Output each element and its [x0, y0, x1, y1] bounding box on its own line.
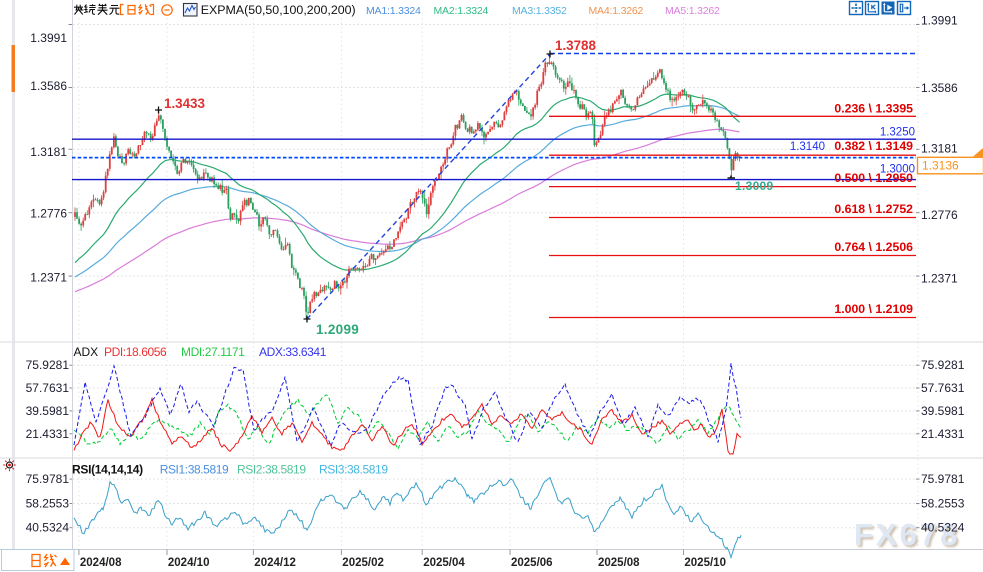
- svg-text:MA2:1.3324: MA2:1.3324: [434, 5, 489, 17]
- svg-text:2025/08: 2025/08: [598, 557, 640, 569]
- svg-text:75.9281: 75.9281: [26, 358, 70, 372]
- svg-text:75.9781: 75.9781: [26, 472, 70, 486]
- svg-text:RSI(14,14,14): RSI(14,14,14): [72, 463, 143, 477]
- svg-text:1.3181: 1.3181: [921, 141, 958, 155]
- svg-text:2024/12: 2024/12: [254, 557, 296, 569]
- svg-text:2024/10: 2024/10: [168, 557, 210, 569]
- svg-text:39.5981: 39.5981: [921, 404, 965, 418]
- svg-text:MA1:1.3324: MA1:1.3324: [366, 5, 421, 17]
- svg-text:75.9281: 75.9281: [921, 358, 965, 372]
- svg-text:1.2776: 1.2776: [30, 207, 67, 221]
- svg-text:1.3586: 1.3586: [30, 79, 67, 93]
- svg-text:1.3000: 1.3000: [880, 164, 915, 176]
- svg-text:2024/08: 2024/08: [80, 557, 122, 569]
- svg-text:EXPMA(50,50,100,200,200): EXPMA(50,50,100,200,200): [201, 3, 356, 17]
- svg-text:1.3250: 1.3250: [880, 127, 915, 139]
- svg-text:1.3586: 1.3586: [921, 81, 958, 95]
- svg-text:RSI3:38.5819: RSI3:38.5819: [319, 463, 388, 477]
- svg-text:39.5981: 39.5981: [26, 404, 70, 418]
- svg-text:0.382 \ 1.3149: 0.382 \ 1.3149: [834, 139, 913, 153]
- svg-text:75.9781: 75.9781: [921, 472, 965, 486]
- svg-text:1.2776: 1.2776: [921, 208, 958, 222]
- svg-text:1.3788: 1.3788: [555, 38, 597, 53]
- svg-text:1.3181: 1.3181: [30, 145, 67, 159]
- svg-text:1.2099: 1.2099: [316, 322, 359, 337]
- svg-text:58.2553: 58.2553: [26, 497, 70, 511]
- svg-text:2025/04: 2025/04: [423, 557, 465, 569]
- svg-text:RSI2:38.5819: RSI2:38.5819: [237, 463, 306, 477]
- svg-text:21.4331: 21.4331: [26, 427, 70, 441]
- svg-text:ADX:33.6341: ADX:33.6341: [259, 345, 327, 359]
- svg-text:1.2371: 1.2371: [30, 270, 67, 284]
- svg-text:1.3140: 1.3140: [790, 141, 825, 153]
- svg-text:MA3:1.3352: MA3:1.3352: [512, 5, 567, 17]
- svg-text:1.3009: 1.3009: [735, 179, 774, 193]
- svg-text:0.764 \ 1.2506: 0.764 \ 1.2506: [834, 240, 913, 254]
- svg-text:1.3991: 1.3991: [30, 31, 67, 45]
- svg-text:58.2553: 58.2553: [921, 497, 965, 511]
- svg-text:0.500 \ 1.2950: 0.500 \ 1.2950: [834, 171, 913, 185]
- svg-text:1.3433: 1.3433: [164, 96, 205, 111]
- svg-text:FX678: FX678: [854, 517, 960, 552]
- svg-text:0.236 \ 1.3395: 0.236 \ 1.3395: [834, 102, 913, 116]
- svg-text:1.3136: 1.3136: [922, 159, 959, 173]
- svg-text:ADX: ADX: [74, 345, 99, 359]
- svg-text:21.4331: 21.4331: [921, 427, 965, 441]
- svg-text:1.000 \ 1.2109: 1.000 \ 1.2109: [834, 302, 913, 316]
- svg-text:RSI1:38.5819: RSI1:38.5819: [160, 463, 229, 477]
- svg-text:0.618 \ 1.2752: 0.618 \ 1.2752: [834, 202, 913, 216]
- svg-text:MDI:27.1171: MDI:27.1171: [181, 345, 245, 359]
- svg-text:2025/10: 2025/10: [684, 557, 726, 569]
- svg-text:PDI:18.6056: PDI:18.6056: [104, 345, 167, 359]
- svg-text:40.5324: 40.5324: [26, 521, 70, 535]
- svg-text:40.5324: 40.5324: [921, 521, 965, 535]
- svg-text:57.7631: 57.7631: [921, 381, 965, 395]
- svg-text:57.7631: 57.7631: [26, 381, 70, 395]
- svg-text:1.3991: 1.3991: [921, 14, 958, 28]
- svg-text:MA5:1.3262: MA5:1.3262: [665, 5, 720, 17]
- svg-text:2025/02: 2025/02: [342, 557, 384, 569]
- svg-text:MA4:1.3262: MA4:1.3262: [589, 5, 644, 17]
- svg-text:2025/06: 2025/06: [511, 557, 553, 569]
- svg-text:1.2371: 1.2371: [921, 271, 958, 285]
